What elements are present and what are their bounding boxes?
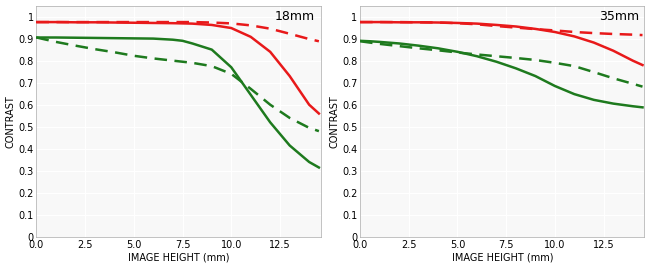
X-axis label: IMAGE HEIGHT (mm): IMAGE HEIGHT (mm) (452, 252, 553, 262)
X-axis label: IMAGE HEIGHT (mm): IMAGE HEIGHT (mm) (128, 252, 229, 262)
Y-axis label: CONTRAST: CONTRAST (6, 95, 16, 148)
Text: 35mm: 35mm (599, 10, 639, 23)
Y-axis label: CONTRAST: CONTRAST (329, 95, 339, 148)
Text: 18mm: 18mm (275, 10, 315, 23)
